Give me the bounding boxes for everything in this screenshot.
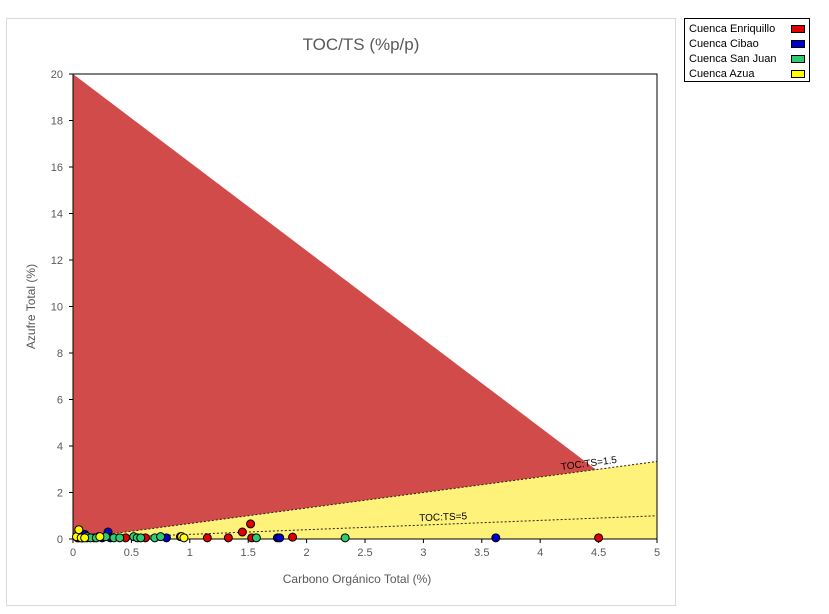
x-tick-label: 0 xyxy=(70,547,76,559)
chart-title: TOC/TS (%p/p) xyxy=(303,35,420,54)
data-point-cuenca-enriquillo xyxy=(288,532,298,542)
data-point-cuenca-enriquillo xyxy=(246,519,256,529)
y-tick-label: 16 xyxy=(51,162,63,174)
x-tick-label: 5 xyxy=(654,547,660,559)
data-point-cuenca-cibao xyxy=(491,533,501,543)
region-high-sulfur xyxy=(73,74,657,539)
legend-label: Cuenca Enriquillo xyxy=(689,22,776,35)
y-tick-label: 18 xyxy=(51,116,63,128)
data-point-cuenca-enriquillo xyxy=(223,533,233,543)
data-point-cuenca-san-juan xyxy=(156,532,166,542)
y-tick-label: 10 xyxy=(51,302,63,314)
reference-label-toc-ts-5: TOC:TS=5 xyxy=(419,511,468,524)
x-tick-label: 3.5 xyxy=(474,547,489,559)
y-tick-label: 12 xyxy=(51,255,63,267)
data-point-cuenca-san-juan xyxy=(115,533,125,543)
x-tick-label: 4 xyxy=(537,547,543,559)
y-axis-title: Azufre Total (%) xyxy=(24,264,38,349)
legend-swatch xyxy=(791,54,805,63)
reference-line-toc-ts-5 xyxy=(72,515,658,540)
legend-item-enriquillo: Cuenca Enriquillo xyxy=(689,21,805,36)
chart-frame: TOC:TS=5 TOC:TS=1.5 0 0.5 1 1.5 2 2.5 3 3.5 4 4.5 5 0… xyxy=(6,18,676,606)
data-point-cuenca-san-juan xyxy=(251,533,261,543)
data-point-cuenca-enriquillo xyxy=(237,527,247,537)
legend-swatch xyxy=(791,69,805,78)
data-point-cuenca-enriquillo xyxy=(594,533,604,543)
data-point-cuenca-azua xyxy=(74,525,84,535)
x-tick-label: 2.5 xyxy=(357,547,372,559)
y-tick-label: 0 xyxy=(57,534,63,546)
x-tick-label: 0.5 xyxy=(124,547,139,559)
x-axis-title: Carbono Orgánico Total (%) xyxy=(283,572,432,586)
data-point-cuenca-san-juan xyxy=(136,533,146,543)
x-tick-label: 1 xyxy=(187,547,193,559)
legend-label: Cuenca Cibao xyxy=(689,37,759,50)
legend-swatch xyxy=(791,39,805,48)
x-tick-label: 4.5 xyxy=(591,547,606,559)
data-point-cuenca-enriquillo xyxy=(202,533,212,543)
y-tick-label: 20 xyxy=(51,69,63,81)
y-tick-label: 14 xyxy=(51,209,63,221)
data-point-cuenca-azua xyxy=(80,533,90,543)
y-tick-label: 6 xyxy=(57,395,63,407)
y-tick-label: 4 xyxy=(57,441,63,453)
legend-item-cibao: Cuenca Cibao xyxy=(689,36,805,51)
x-tick-label: 2 xyxy=(304,547,310,559)
legend-item-san-juan: Cuenca San Juan xyxy=(689,51,805,66)
x-tick-label: 3 xyxy=(420,547,426,559)
y-tick-label: 2 xyxy=(57,488,63,500)
data-point-cuenca-azua xyxy=(95,532,105,542)
x-tick-label: 1.5 xyxy=(241,547,256,559)
legend-label: Cuenca Azua xyxy=(689,67,755,80)
y-tick-label: 8 xyxy=(57,348,63,360)
data-point-cuenca-cibao xyxy=(275,533,285,543)
data-point-cuenca-azua xyxy=(179,533,189,543)
legend: Cuenca Enriquillo Cuenca Cibao Cuenca Sa… xyxy=(684,18,810,82)
legend-swatch xyxy=(791,24,805,33)
data-point-cuenca-san-juan xyxy=(340,533,350,543)
legend-item-azua: Cuenca Azua xyxy=(689,66,805,81)
legend-label: Cuenca San Juan xyxy=(689,52,777,65)
